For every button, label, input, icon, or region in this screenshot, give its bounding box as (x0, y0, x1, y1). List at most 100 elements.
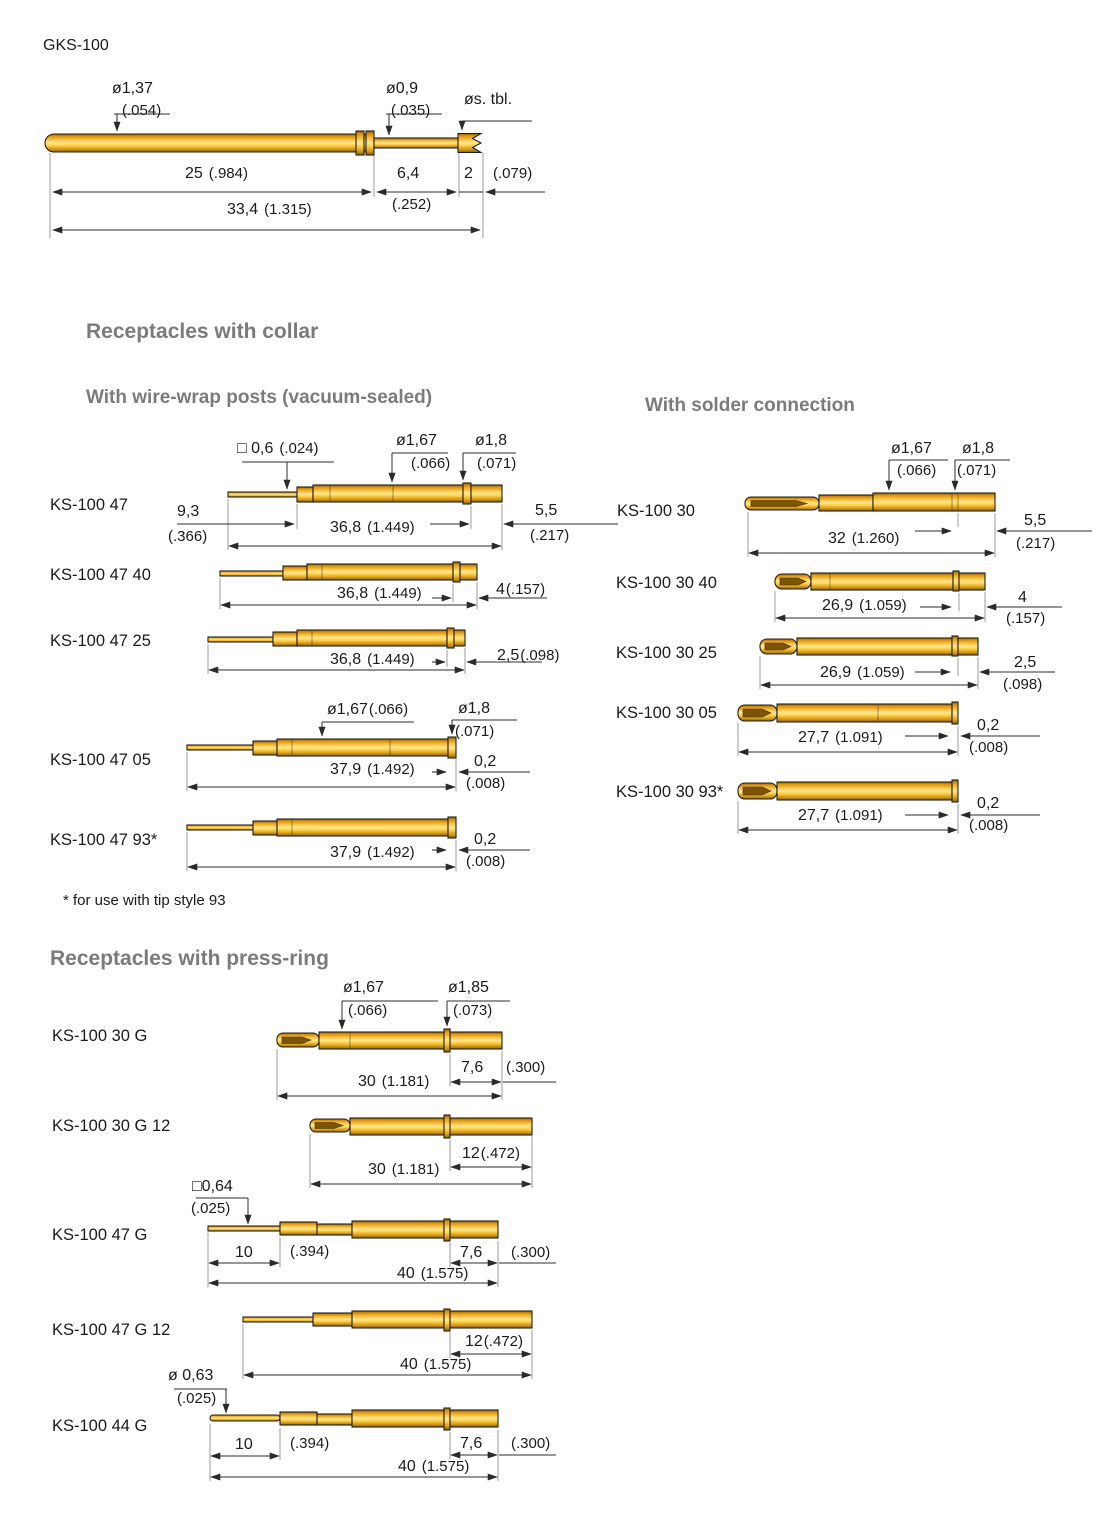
dim-post-length: 10 (235, 1436, 253, 1453)
dim-length: 26,9 (1.059) (822, 597, 907, 615)
metric-value: 2,5 (497, 647, 520, 664)
dim-body-diameter-inch: (.066) (897, 462, 937, 479)
dim-length: 32 (1.260) (828, 530, 899, 548)
metric-value: 30 (358, 1073, 376, 1090)
dim-barrel-diameter-inch: (.054) (122, 102, 162, 119)
inch-value: (1.575) (423, 1356, 472, 1373)
dim-tail: 4 (1018, 589, 1027, 606)
dim-tail: 2,5 (1014, 654, 1037, 671)
subsection-heading-solder: With solder connection (645, 395, 855, 416)
inch-value: (1.059) (859, 597, 907, 614)
inch-value: (1.492) (367, 844, 415, 861)
dim-length: 27,7 (1.091) (798, 807, 883, 825)
metric-value: 36,8 (330, 651, 362, 668)
drawing-ks-100-47-g (196, 1197, 556, 1287)
metric-value: 27,7 (798, 807, 830, 824)
inch-value: (.472) (480, 1145, 520, 1162)
drawing-ks-100-44-g (174, 1388, 556, 1481)
dim-plunger-diameter: ø0,9 (386, 80, 419, 97)
dim-tail: 12(.472) (462, 1145, 520, 1163)
inch-value: (1.091) (835, 807, 883, 824)
dim-post-length-inch: (.394) (290, 1435, 330, 1452)
metric-value: 25 (185, 165, 203, 182)
inch-value: (1.181) (381, 1073, 430, 1090)
dim-tail: 12(.472) (465, 1333, 523, 1351)
inch-value: (1.449) (367, 519, 415, 536)
dim-tail-inch: (.217) (1016, 535, 1056, 552)
part-label: KS-100 30 (617, 502, 695, 520)
metric-value: 27,7 (798, 729, 830, 746)
dim-tail-inch: (.300) (511, 1435, 551, 1452)
part-label: KS-100 30 G (52, 1027, 148, 1045)
part-label: KS-100 47 G 12 (52, 1321, 171, 1339)
metric-value: 40 (400, 1356, 418, 1373)
part-label: KS-100 47 (50, 496, 128, 514)
inch-value: (1.575) (420, 1265, 469, 1282)
inch-value: (1.181) (391, 1161, 440, 1178)
dim-ring-diameter: ø1,85 (448, 979, 489, 996)
dim-post-diameter-inch: (.025) (177, 1390, 217, 1407)
dim-tail-inch: (.008) (466, 853, 506, 870)
dim-tip-length-inch: (.079) (493, 165, 533, 182)
part-label: KS-100 47 93* (50, 831, 158, 849)
dim-body-diameter-inch: (.066) (348, 1002, 388, 1019)
inch-value: (.157) (505, 581, 546, 598)
dim-length: 30 (1.181) (358, 1073, 429, 1091)
metric-value: 12 (462, 1145, 480, 1162)
dim-ring-diameter: ø1,8 (458, 700, 491, 717)
inch-value: (.066) (368, 701, 409, 718)
dim-plunger-length: 6,4 (397, 165, 420, 182)
dim-length: 30 (1.181) (368, 1161, 439, 1179)
dim-length: 26,9 (1.059) (820, 664, 905, 682)
dim-tail: 7,6 (460, 1244, 483, 1261)
dim-tip-length: 2 (464, 165, 473, 182)
inch-value: (1.315) (264, 201, 312, 218)
metric-value: 4 (496, 581, 505, 598)
dim-length: 37,9 (1.492) (330, 844, 415, 862)
part-label: KS-100 47 G (52, 1226, 148, 1244)
dim-tail-inch: (.008) (969, 817, 1009, 834)
dim-tail-inch: (.008) (466, 775, 506, 792)
dim-barrel-length: 25 (.984) (185, 165, 248, 183)
footnote: * for use with tip style 93 (63, 892, 226, 909)
dim-length: 36,8 (1.449) (330, 651, 415, 669)
part-label: KS-100 47 25 (50, 632, 151, 650)
dim-square-post: □ 0,6 (.024) (237, 440, 319, 458)
inch-value: (.984) (208, 165, 248, 182)
metric-value: 36,8 (337, 585, 369, 602)
part-label: KS-100 30 05 (616, 704, 717, 722)
dim-tail: 7,6 (461, 1059, 484, 1076)
dim-square-post-inch: (.025) (191, 1200, 231, 1217)
dim-tail-inch: (.098) (1003, 676, 1043, 693)
part-label: KS-100 47 40 (50, 566, 151, 584)
dim-body-diameter: ø1,67(.066) (327, 701, 408, 719)
metric-value: ø1,67 (327, 701, 368, 718)
metric-value: 26,9 (820, 664, 852, 681)
section-heading-pressring: Receptacles with press-ring (50, 947, 329, 970)
dim-tail: 0,2 (977, 717, 1000, 734)
metric-value: 37,9 (330, 761, 362, 778)
dim-tail: 0,2 (474, 753, 497, 770)
dim-length: 40 (1.575) (400, 1356, 471, 1374)
dim-total-length: 33,4 (1.315) (227, 201, 312, 219)
dim-body-diameter: ø1,67 (891, 440, 932, 457)
dim-length: 36,8 (1.449) (337, 585, 422, 603)
dim-barrel-diameter: ø1,37 (112, 80, 153, 97)
part-label: KS-100 47 05 (50, 751, 151, 769)
dim-ring-diameter-inch: (.071) (477, 455, 517, 472)
metric-value: □ 0,6 (237, 440, 274, 457)
dim-tail: 0,2 (977, 795, 1000, 812)
inch-value: (1.260) (851, 530, 900, 547)
dim-tail-inch: (.157) (1006, 610, 1046, 627)
dim-tail: 5,5 (535, 502, 558, 519)
metric-value: 26,9 (822, 597, 854, 614)
dim-ring-diameter: ø1,8 (475, 432, 508, 449)
metric-value: 37,9 (330, 844, 362, 861)
dim-post-diameter: ø 0,63 (168, 1367, 214, 1384)
metric-value: 30 (368, 1161, 386, 1178)
part-label: KS-100 44 G (52, 1417, 148, 1435)
dim-tail: 2,5(.098) (497, 647, 559, 665)
page-title: GKS-100 (43, 37, 109, 54)
